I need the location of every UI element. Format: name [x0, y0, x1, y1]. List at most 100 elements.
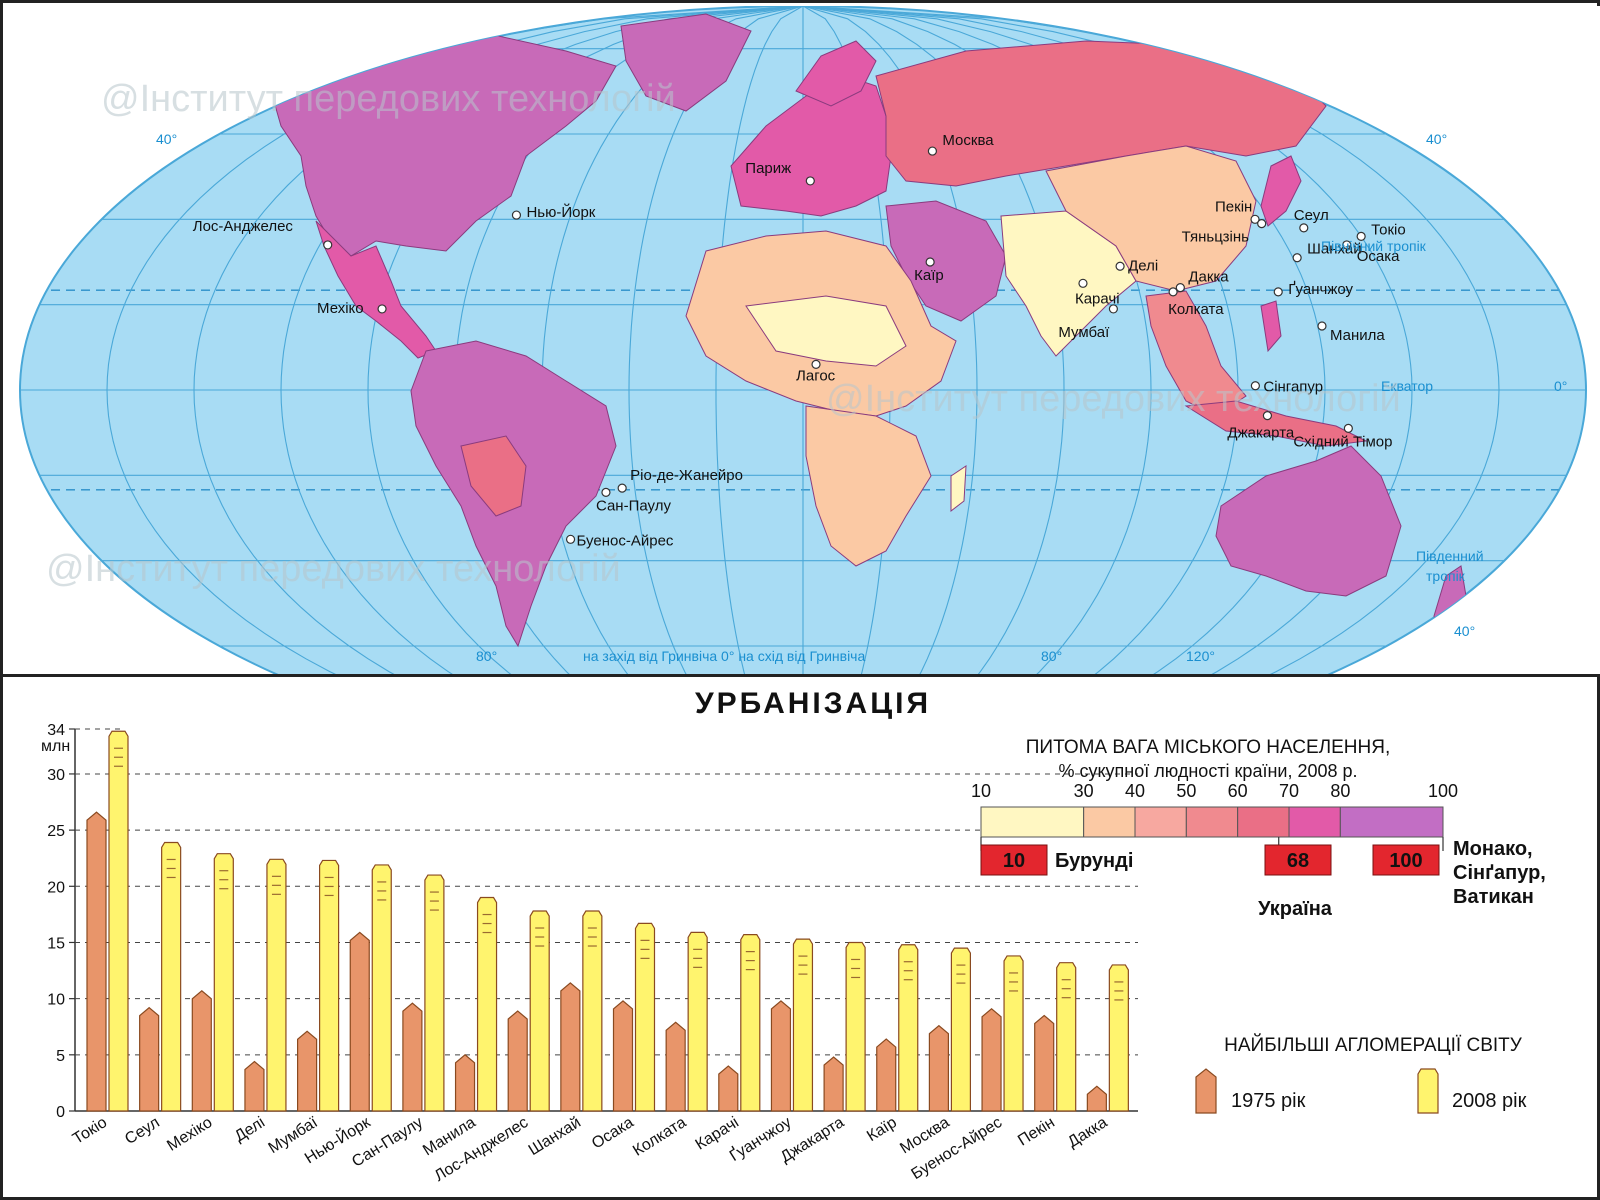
x-tick-label: Токіо [70, 1114, 110, 1148]
city-dot [1168, 287, 1178, 297]
urban-legend-title-2: % сукупної людності країни, 2008 р. [1058, 761, 1357, 781]
city-dot [1343, 423, 1353, 433]
city-dot [1250, 381, 1260, 391]
x-tick-label: Буенос-Айрес [909, 1114, 1006, 1183]
city-label: Джакарта [1227, 425, 1294, 442]
urban-example: 100 Монако, [1372, 837, 1533, 876]
y-tick-label: 15 [47, 935, 65, 952]
bar-group [349, 864, 392, 1112]
urban-scale-band [1083, 806, 1136, 838]
city-dot [925, 257, 935, 267]
bar-2008 [319, 859, 340, 1112]
city-label: Сінгапур [1263, 379, 1323, 396]
city-dot [1175, 283, 1185, 293]
urban-example-value: 10 [1003, 850, 1025, 872]
bar-group [770, 938, 814, 1112]
city-dot [377, 304, 387, 314]
meridian-line [715, 6, 804, 675]
bar-group [1034, 962, 1077, 1112]
tropic-south-label-2: тропік [1426, 568, 1466, 584]
urban-example-label: Бурунді [1055, 850, 1133, 872]
bar-1975 [454, 1054, 476, 1112]
meridian-line [106, 6, 804, 675]
urban-example-value: 100 [1389, 850, 1422, 872]
legend-item-1975: 1975 рік [1195, 1068, 1306, 1114]
city-marker: Токіо [1356, 221, 1406, 241]
world-map-panel: Лос-Анджелес Нью-Йорк Мехіко Париж Каїр Лагос… [6, 6, 1600, 675]
bar-2008 [424, 874, 445, 1112]
bar-2008 [476, 896, 498, 1112]
city-dot [323, 240, 333, 250]
urban-legend-ticks: 10 30 40 50 60 70 80 100 [971, 781, 1458, 801]
watermarks: @Інститут передових технологій @Інститут… [46, 78, 1401, 590]
bar-2008 [792, 938, 814, 1112]
legend-swatch-1975 [1195, 1068, 1217, 1114]
city-dot [565, 534, 576, 544]
bar-2008 [950, 947, 971, 1112]
bar-1975 [770, 1000, 792, 1112]
city-dot [1250, 214, 1260, 224]
city-dot [1342, 240, 1352, 250]
lon-120e: 120° [1186, 648, 1215, 664]
bar-group [454, 896, 498, 1112]
legend-label-1975: 1975 рік [1231, 1090, 1306, 1112]
bar-group [612, 922, 656, 1112]
bar-group [718, 934, 761, 1112]
urban-share-legend: ПИТОМА ВАГА МІСЬКОГО НАСЕЛЕННЯ, % сукупн… [971, 737, 1546, 920]
land-south-america-inner [460, 435, 527, 517]
city-dot [511, 210, 522, 220]
bar-group [402, 874, 445, 1112]
watermark-1: @Інститут передових технологій [101, 78, 676, 120]
bar-2008 [687, 931, 708, 1112]
x-tick-label: Осака [589, 1114, 637, 1153]
city-dot [811, 359, 821, 369]
city-label: Мехіко [317, 300, 364, 317]
city-marker: Тяньцзінь [1182, 219, 1267, 246]
lat-40n-right: 40° [1426, 131, 1447, 147]
panel-divider [3, 674, 1600, 677]
bar-group [823, 941, 866, 1112]
city-label: Москва [942, 132, 994, 149]
city-marker: Каїр [914, 257, 944, 284]
city-marker: Східний Тімор [1293, 423, 1392, 450]
legend-item-2008: 2008 рік [1417, 1068, 1527, 1114]
city-markers: Лос-Анджелес Нью-Йорк Мехіко Париж Каїр Лагос… [193, 132, 1406, 549]
lat-40n-left: 40° [156, 131, 177, 147]
city-label: Париж [745, 160, 791, 177]
bar-1975 [560, 982, 581, 1112]
bar-group [507, 910, 550, 1112]
city-label: Ґуанчжоу [1288, 281, 1353, 298]
bar-1975 [191, 989, 212, 1112]
land-australia [1215, 445, 1402, 597]
city-dot [1356, 231, 1366, 241]
bar-2008 [161, 841, 182, 1112]
bar-1975 [981, 1007, 1002, 1112]
agglomeration-legend-title: НАЙБІЛЬШІ АГЛОМЕРАЦІЇ СВІТУ [1224, 1034, 1523, 1056]
bar-group [928, 947, 971, 1112]
city-marker: Лагос [796, 359, 836, 384]
city-label: Буенос-Айрес [577, 532, 674, 549]
watermark-2: @Інститут передових технологій [826, 378, 1401, 420]
land-greenland [620, 13, 752, 112]
urban-scale-tick: 100 [1428, 781, 1458, 801]
urban-scale-band [980, 806, 1085, 838]
urban-scale-band [1288, 806, 1341, 838]
city-label: Лос-Анджелес [193, 218, 294, 235]
urban-example-label: Україна [1258, 898, 1333, 920]
city-label: Східний Тімор [1293, 433, 1392, 450]
city-marker: Мумбаї [1058, 304, 1118, 341]
y-tick-label: 10 [47, 992, 65, 1009]
urban-legend-examples: 10 Бурунді 68 Україна 100 Монако, [980, 837, 1533, 920]
urban-scale-tick: 40 [1125, 781, 1145, 801]
x-tick-label: Лос-Анджелес [432, 1114, 532, 1185]
bar-1975 [718, 1065, 739, 1112]
city-marker: Сінгапур [1250, 379, 1323, 396]
x-tick-label: Каїр [864, 1114, 900, 1145]
land-japan [1260, 155, 1302, 227]
urban-example: 10 Бурунді [980, 837, 1133, 876]
city-marker: Буенос-Айрес [565, 532, 674, 549]
x-tick-label: Пекін [1015, 1114, 1058, 1150]
city-dot [1292, 253, 1302, 263]
lat-0-right: 0° [1554, 378, 1567, 394]
